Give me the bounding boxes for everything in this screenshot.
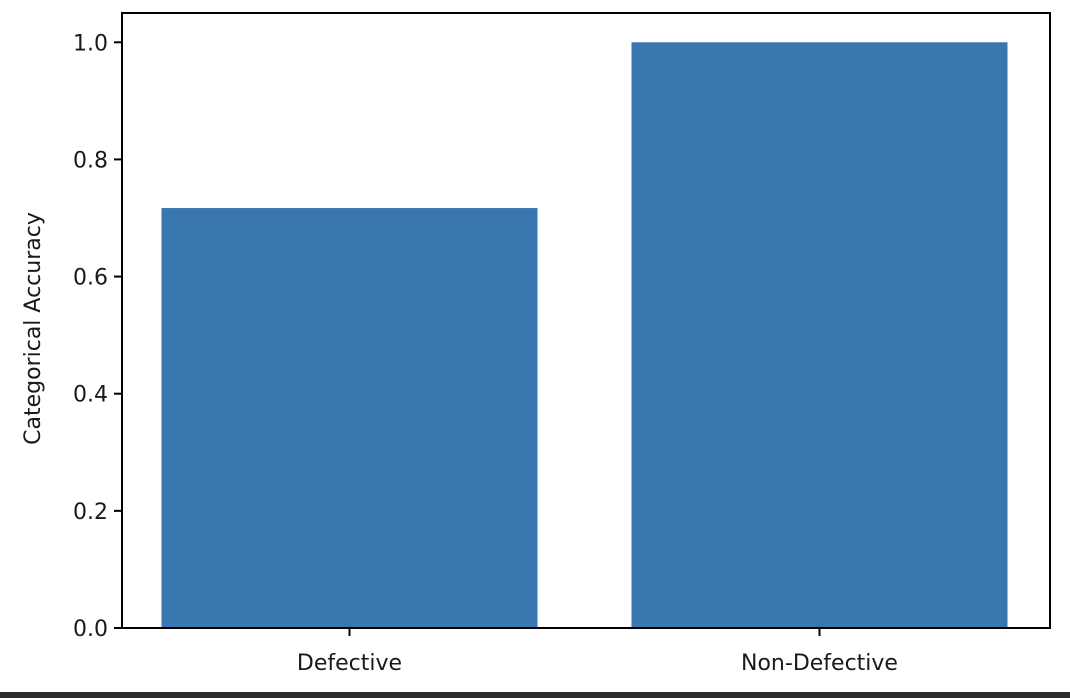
bars-layer xyxy=(161,42,1008,629)
x-axis-ticks: Defective Non-Defective xyxy=(297,628,898,676)
x-tick-label: Non-Defective xyxy=(741,651,898,676)
bar-defective xyxy=(161,208,538,629)
y-tick-label: 0.2 xyxy=(73,500,108,525)
x-tick-label: Defective xyxy=(297,651,402,676)
y-tick-label: 0.8 xyxy=(73,148,108,173)
y-axis-ticks: 0.0 0.2 0.4 0.6 0.8 1.0 xyxy=(73,31,122,642)
bottom-border xyxy=(0,692,1070,698)
plot-frame xyxy=(121,12,1051,629)
y-tick-label: 0.4 xyxy=(73,383,108,408)
bar-non-defective xyxy=(631,42,1008,629)
y-axis-label: Categorical Accuracy xyxy=(21,212,46,445)
y-tick-label: 0.6 xyxy=(73,266,108,291)
y-tick-label: 0.0 xyxy=(73,617,108,642)
y-tick-label: 1.0 xyxy=(73,31,108,56)
